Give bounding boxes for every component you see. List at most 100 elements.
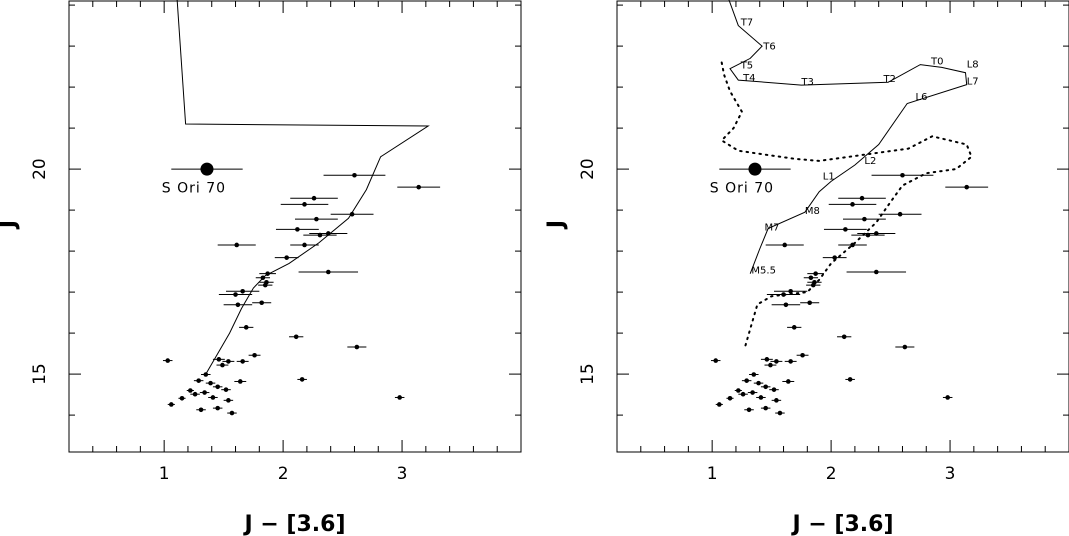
data-point xyxy=(753,380,764,386)
data-point xyxy=(289,334,304,340)
x-tick-label: 1 xyxy=(707,464,718,484)
data-point xyxy=(255,275,271,281)
data-point xyxy=(223,398,234,403)
data-point xyxy=(212,405,223,411)
data-point xyxy=(726,395,734,401)
spectral-type-label: L1 xyxy=(823,171,835,182)
data-point xyxy=(295,216,338,222)
x-axis-title: J − [3.6] xyxy=(790,512,893,536)
data-point xyxy=(803,275,819,281)
spectral-type-label: M8 xyxy=(805,206,820,217)
spectral-type-label: T6 xyxy=(762,41,775,52)
data-point xyxy=(787,325,802,330)
right-panel: 1 2 3 15 20 S Ori 70 M5.5 M7 M8 L1 L2 L6 L7 L8 T0 T2 T3… xyxy=(544,0,1069,536)
data-point xyxy=(760,405,771,411)
data-point xyxy=(838,242,867,248)
data-point xyxy=(895,344,915,350)
data-point xyxy=(828,202,877,207)
data-point xyxy=(236,359,249,364)
data-point xyxy=(290,195,338,201)
x-tick-label: 1 xyxy=(159,464,170,484)
data-point xyxy=(330,211,374,217)
data-point xyxy=(193,378,204,383)
spectral-type-label: T2 xyxy=(882,74,895,85)
x-axis-title: J − [3.6] xyxy=(242,512,345,536)
data-point xyxy=(775,410,785,416)
data-point xyxy=(749,372,759,377)
data-point xyxy=(323,172,386,178)
data-point xyxy=(234,379,247,384)
data-point xyxy=(208,395,218,400)
target-point xyxy=(171,162,243,176)
data-point xyxy=(838,195,886,201)
data-point xyxy=(217,242,256,248)
y-tick-label: 15 xyxy=(30,363,50,385)
spectral-type-label: L7 xyxy=(967,77,979,88)
data-point xyxy=(770,359,783,364)
data-point xyxy=(239,325,254,330)
data-point xyxy=(216,362,229,368)
data-point xyxy=(734,388,742,393)
target-label: S Ori 70 xyxy=(162,180,226,196)
data-point xyxy=(822,255,847,260)
tick-labels: 1 2 3 15 20 xyxy=(30,158,407,484)
solid-track xyxy=(176,0,430,375)
spectral-type-label: L2 xyxy=(864,156,876,167)
target-label: S Ori 70 xyxy=(710,180,774,196)
data-point xyxy=(222,359,235,364)
data-point xyxy=(765,242,804,248)
y-axis-title: J xyxy=(0,220,21,230)
spectral-type-label: M5.5 xyxy=(751,266,776,277)
data-point xyxy=(290,242,319,248)
y-tick-label: 20 xyxy=(578,158,598,180)
data-point xyxy=(178,395,186,401)
data-point xyxy=(741,378,752,383)
data-point xyxy=(744,407,754,413)
data-point xyxy=(942,395,953,400)
data-point xyxy=(796,352,809,358)
data-point xyxy=(259,279,274,285)
y-axis-title: J xyxy=(544,220,569,230)
spectral-type-label: L6 xyxy=(916,92,928,103)
data-point xyxy=(280,202,329,207)
data-point xyxy=(771,398,782,403)
data-point xyxy=(782,379,795,384)
data-point xyxy=(274,255,299,260)
data-point xyxy=(196,407,206,413)
solid-track xyxy=(728,0,968,274)
data-point xyxy=(760,384,771,390)
x-tick-label: 2 xyxy=(826,464,837,484)
data-point xyxy=(774,288,808,294)
data-point xyxy=(760,357,773,362)
data-point xyxy=(756,395,766,400)
data-point xyxy=(199,390,210,395)
data-point xyxy=(845,377,855,382)
data-point xyxy=(710,358,721,363)
data-point xyxy=(218,292,253,297)
data-points xyxy=(710,162,989,416)
spectral-type-label: L8 xyxy=(967,59,979,70)
data-point xyxy=(252,300,272,306)
plot-frame xyxy=(68,0,522,453)
data-point xyxy=(871,172,934,178)
y-tick-label: 20 xyxy=(30,158,50,180)
data-point xyxy=(248,352,261,358)
spectral-type-label: T3 xyxy=(800,77,813,88)
data-point xyxy=(784,359,797,364)
data-point xyxy=(167,402,175,407)
data-point xyxy=(186,388,194,393)
data-point xyxy=(807,279,822,285)
data-point xyxy=(394,395,405,400)
tick-marks xyxy=(616,1,1069,452)
tick-labels: 1 2 3 15 20 xyxy=(578,158,955,484)
left-panel: 1 2 3 15 20 S Ori 70 J − [3.6] J xyxy=(0,0,522,536)
spectral-type-label: M7 xyxy=(764,223,779,234)
x-tick-label: 3 xyxy=(945,464,956,484)
data-point xyxy=(205,380,216,386)
target-point xyxy=(719,162,791,176)
data-point xyxy=(309,231,348,236)
data-point xyxy=(846,269,907,275)
data-point xyxy=(212,384,223,390)
spectral-type-label: T7 xyxy=(740,18,753,29)
